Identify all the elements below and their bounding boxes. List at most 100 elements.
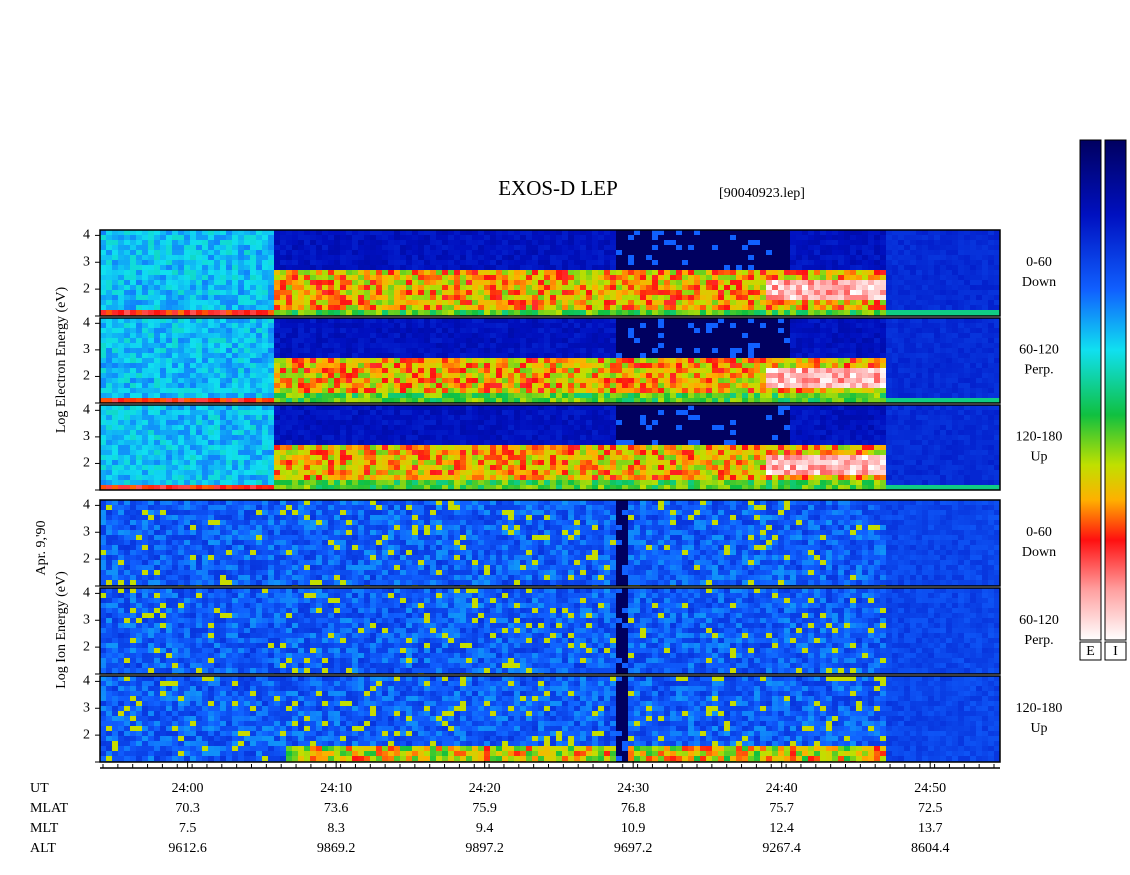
spectrogram-cell <box>406 388 412 393</box>
spectrogram-cell <box>430 310 436 315</box>
spectrogram-cell <box>292 260 298 265</box>
spectrogram-cell <box>142 295 148 300</box>
spectrogram-cell <box>742 358 748 363</box>
spectrogram-cell <box>274 353 280 358</box>
spectrogram-cell <box>826 280 832 285</box>
spectrogram-cell <box>820 300 826 305</box>
spectrogram-cell <box>172 383 178 388</box>
spectrogram-cell <box>544 245 550 250</box>
spectrogram-cell <box>460 275 466 280</box>
spectrogram-cell <box>778 230 784 235</box>
spectrogram-cell <box>856 250 862 255</box>
spectrogram-cell <box>886 348 892 353</box>
spectrogram-cell <box>922 230 928 235</box>
spectrogram-cell <box>550 378 556 383</box>
spectrogram-cell <box>604 398 610 403</box>
spectrogram-cell <box>478 305 484 310</box>
spectrogram-cell <box>100 378 106 383</box>
spectrogram-cell <box>646 255 652 260</box>
spectrogram-cell <box>820 270 826 275</box>
spectrogram-cell <box>718 383 724 388</box>
spectrogram-cell <box>286 378 292 383</box>
spectrogram-cell <box>766 358 772 363</box>
spectrogram-cell <box>136 290 142 295</box>
spectrogram-cell <box>658 373 664 378</box>
spectrogram-cell <box>190 328 196 333</box>
spectrogram-cell <box>946 295 952 300</box>
spectrogram-cell <box>166 250 172 255</box>
spectrogram-cell <box>430 393 436 398</box>
spectrogram-cell <box>646 250 652 255</box>
spectrogram-cell <box>520 358 526 363</box>
spectrogram-cell <box>214 378 220 383</box>
spectrogram-cell <box>100 328 106 333</box>
spectrogram-cell <box>520 275 526 280</box>
spectrogram-cell <box>856 368 862 373</box>
spectrogram-cell <box>604 260 610 265</box>
spectrogram-cell <box>382 250 388 255</box>
spectrogram-cell <box>706 323 712 328</box>
spectrogram-cell <box>640 285 646 290</box>
spectrogram-cell <box>898 305 904 310</box>
spectrogram-cell <box>556 295 562 300</box>
spectrogram-cell <box>454 373 460 378</box>
spectrogram-cell <box>208 260 214 265</box>
spectrogram-cell <box>238 245 244 250</box>
spectrogram-cell <box>658 245 664 250</box>
spectrogram-cell <box>790 310 796 315</box>
spectrogram-cell <box>148 310 154 315</box>
spectrogram-cell <box>226 305 232 310</box>
spectrogram-cell <box>484 363 490 368</box>
spectrogram-cell <box>766 393 772 398</box>
spectrogram-cell <box>352 318 358 323</box>
spectrogram-cell <box>820 230 826 235</box>
spectrogram-cell <box>862 343 868 348</box>
spectrogram-cell <box>658 398 664 403</box>
spectrogram-cell <box>892 265 898 270</box>
spectrogram-cell <box>574 300 580 305</box>
spectrogram-cell <box>916 310 922 315</box>
spectrogram-cell <box>154 358 160 363</box>
spectrogram-cell <box>862 245 868 250</box>
spectrogram-cell <box>580 348 586 353</box>
spectrogram-cell <box>946 275 952 280</box>
spectrogram-cell <box>724 358 730 363</box>
spectrogram-cell <box>172 358 178 363</box>
spectrogram-cell <box>490 383 496 388</box>
spectrogram-cell <box>826 318 832 323</box>
spectrogram-cell <box>592 305 598 310</box>
spectrogram-cell <box>970 280 976 285</box>
spectrogram-cell <box>376 250 382 255</box>
spectrogram-cell <box>832 260 838 265</box>
spectrogram-cell <box>976 305 982 310</box>
spectrogram-cell <box>490 378 496 383</box>
spectrogram-cell <box>376 240 382 245</box>
spectrogram-cell <box>244 310 250 315</box>
spectrogram-cell <box>622 368 628 373</box>
spectrogram-cell <box>544 343 550 348</box>
spectrogram-cell <box>526 295 532 300</box>
spectrogram-cell <box>772 255 778 260</box>
spectrogram-cell <box>898 310 904 315</box>
spectrogram-cell <box>160 368 166 373</box>
spectrogram-cell <box>718 270 724 275</box>
spectrogram-cell <box>214 398 220 403</box>
spectrogram-cell <box>148 230 154 235</box>
spectrogram-cell <box>700 250 706 255</box>
spectrogram-cell <box>736 305 742 310</box>
spectrogram-cell <box>832 318 838 323</box>
spectrogram-cell <box>700 240 706 245</box>
spectrogram-cell <box>382 398 388 403</box>
spectrogram-cell <box>274 373 280 378</box>
spectrogram-cell <box>646 373 652 378</box>
spectrogram-cell <box>676 338 682 343</box>
spectrogram-cell <box>310 305 316 310</box>
spectrogram-cell <box>370 310 376 315</box>
spectrogram-cell <box>142 310 148 315</box>
spectrogram-cell <box>838 295 844 300</box>
spectrogram-cell <box>466 393 472 398</box>
spectrogram-cell <box>706 393 712 398</box>
spectrogram-cell <box>748 265 754 270</box>
spectrogram-cell <box>592 333 598 338</box>
spectrogram-cell <box>538 383 544 388</box>
